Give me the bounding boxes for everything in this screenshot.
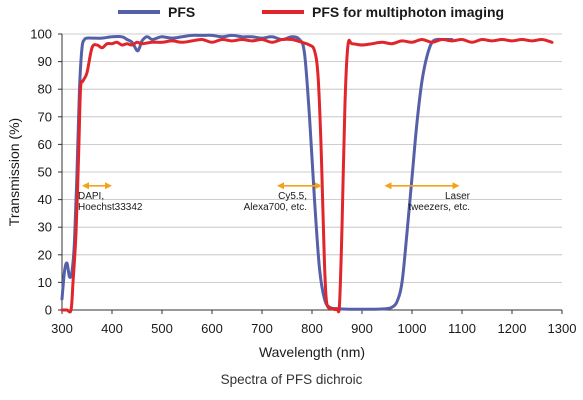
x-tick-label: 1000 (398, 321, 427, 336)
x-tick-label: 1100 (448, 321, 476, 336)
arrow-head (105, 182, 112, 190)
x-tick-label: 600 (201, 321, 223, 336)
legend-label: PFS (168, 4, 195, 20)
annotation-label: Alexa700, etc. (244, 202, 307, 213)
annotation-label: tweezers, etc. (408, 202, 470, 213)
y-tick-label: 0 (45, 303, 52, 318)
grid-lines (62, 33, 562, 283)
tick-labels: 0 10 20 30 40 50 60 70 80 90 100 300 400 500 600 700 800… (30, 27, 576, 337)
series-line-pfs-multiphoton (60, 37, 554, 314)
y-tick-label: 50 (38, 165, 52, 180)
series-lines (60, 33, 554, 314)
axes (58, 33, 563, 314)
x-tick-label: 700 (251, 321, 273, 336)
annotation-label: Hoechst33342 (78, 202, 143, 213)
y-tick-label: 40 (38, 192, 52, 207)
annotations: DAPI,Hoechst33342 Cy5.5,Alexa700, etc. Las… (78, 182, 471, 213)
x-tick-label: 800 (301, 321, 323, 336)
x-axis-title: Wavelength (nm) (259, 344, 365, 360)
arrow-head (315, 182, 322, 190)
x-tick-label: 1300 (548, 321, 577, 336)
legend-label: PFS for multiphoton imaging (312, 4, 504, 20)
y-tick-label: 10 (38, 275, 52, 290)
y-axis-title: Transmission (%) (6, 118, 22, 226)
legend: PFS PFS for multiphoton imaging (118, 4, 504, 20)
annotation-label: DAPI, (78, 191, 104, 202)
y-tick-label: 70 (38, 109, 52, 124)
x-tick-label: 900 (351, 321, 373, 336)
y-tick-label: 100 (30, 27, 52, 42)
x-tick-label: 300 (51, 321, 73, 336)
series-line-pfs (60, 33, 454, 311)
arrow-head (277, 182, 284, 190)
transmission-chart: PFS PFS for multiphoton imaging 0 10 20 30 40… (6, 4, 576, 360)
arrow-head (384, 182, 392, 190)
figure-caption: Spectra of PFS dichroic (220, 372, 363, 387)
x-tick-label: 400 (101, 321, 123, 336)
y-tick-label: 30 (38, 220, 52, 235)
arrow-head (452, 182, 460, 190)
x-tick-label: 500 (151, 321, 173, 336)
y-tick-label: 80 (38, 82, 52, 97)
y-tick-label: 90 (38, 54, 52, 69)
annotation-label: Laser (445, 191, 471, 202)
x-tick-label: 1200 (498, 321, 527, 336)
y-tick-label: 20 (38, 247, 52, 262)
annotation-label: Cy5.5, (278, 191, 307, 202)
arrow-head (82, 182, 89, 190)
y-tick-label: 60 (38, 137, 52, 152)
